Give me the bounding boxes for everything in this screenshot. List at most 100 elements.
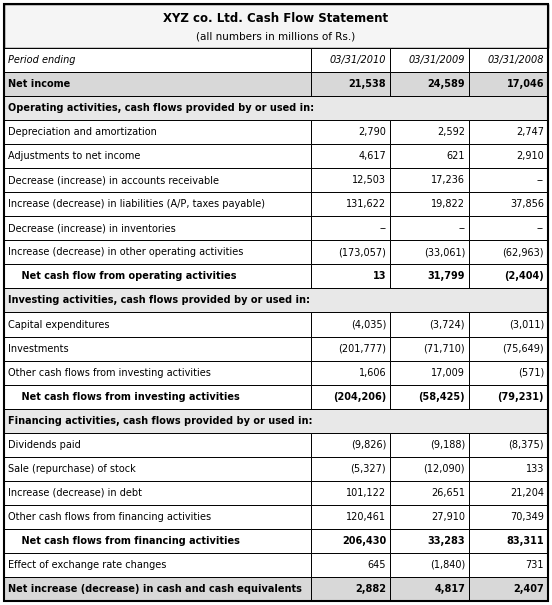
Text: 2,910: 2,910 — [516, 151, 544, 161]
Bar — [4, 120, 311, 144]
Bar — [311, 361, 390, 385]
Text: (3,011): (3,011) — [509, 319, 544, 330]
Bar — [390, 553, 469, 577]
Bar — [4, 457, 311, 481]
Bar — [390, 457, 469, 481]
Text: --: -- — [379, 223, 386, 234]
Text: (3,724): (3,724) — [429, 319, 465, 330]
Bar — [311, 553, 390, 577]
Text: 101,122: 101,122 — [346, 488, 386, 498]
Text: (9,188): (9,188) — [430, 440, 465, 450]
Text: 120,461: 120,461 — [346, 512, 386, 522]
Text: 21,538: 21,538 — [349, 79, 386, 89]
Text: 131,622: 131,622 — [346, 199, 386, 209]
Bar — [390, 577, 469, 601]
Bar — [4, 408, 548, 433]
Bar — [390, 505, 469, 529]
Bar — [311, 433, 390, 457]
Text: Dividends paid: Dividends paid — [8, 440, 81, 450]
Bar — [311, 312, 390, 336]
Text: Decrease (increase) in inventories: Decrease (increase) in inventories — [8, 223, 176, 234]
Bar — [469, 385, 548, 408]
Bar — [390, 312, 469, 336]
Bar — [4, 385, 311, 408]
Bar — [311, 385, 390, 408]
Bar — [4, 217, 311, 240]
Bar — [311, 505, 390, 529]
Bar — [469, 577, 548, 601]
Bar — [390, 192, 469, 217]
Bar — [311, 192, 390, 217]
Text: 12,503: 12,503 — [352, 175, 386, 185]
Bar — [311, 240, 390, 264]
Text: Increase (decrease) in liabilities (A/P, taxes payable): Increase (decrease) in liabilities (A/P,… — [8, 199, 265, 209]
Text: Financing activities, cash flows provided by or used in:: Financing activities, cash flows provide… — [8, 416, 312, 426]
Text: 621: 621 — [447, 151, 465, 161]
Text: 31,799: 31,799 — [428, 272, 465, 281]
Bar — [311, 577, 390, 601]
Text: (all numbers in millions of Rs.): (all numbers in millions of Rs.) — [197, 31, 355, 41]
Bar — [390, 72, 469, 96]
Bar — [469, 481, 548, 505]
Bar — [469, 336, 548, 361]
Text: XYZ co. Ltd. Cash Flow Statement: XYZ co. Ltd. Cash Flow Statement — [163, 12, 389, 25]
Bar — [4, 529, 311, 553]
Bar — [311, 48, 390, 72]
Bar — [4, 361, 311, 385]
Text: Investing activities, cash flows provided by or used in:: Investing activities, cash flows provide… — [8, 295, 310, 306]
Text: 27,910: 27,910 — [431, 512, 465, 522]
Text: Other cash flows from financing activities: Other cash flows from financing activiti… — [8, 512, 211, 522]
Bar — [469, 264, 548, 289]
Text: 17,236: 17,236 — [431, 175, 465, 185]
Text: (1,840): (1,840) — [430, 560, 465, 570]
Text: 19,822: 19,822 — [431, 199, 465, 209]
Bar — [390, 481, 469, 505]
Bar — [469, 433, 548, 457]
Text: 4,817: 4,817 — [434, 584, 465, 594]
Bar — [469, 361, 548, 385]
Text: Other cash flows from investing activities: Other cash flows from investing activiti… — [8, 368, 211, 378]
Text: 21,204: 21,204 — [510, 488, 544, 498]
Bar — [390, 240, 469, 264]
Bar — [469, 217, 548, 240]
Bar — [311, 144, 390, 168]
Text: 17,046: 17,046 — [507, 79, 544, 89]
Text: (4,035): (4,035) — [351, 319, 386, 330]
Text: (5,327): (5,327) — [351, 464, 386, 474]
Bar — [4, 336, 311, 361]
Text: (201,777): (201,777) — [338, 344, 386, 353]
Text: Net increase (decrease) in cash and cash equivalents: Net increase (decrease) in cash and cash… — [8, 584, 302, 594]
Bar — [390, 433, 469, 457]
Text: --: -- — [537, 175, 544, 185]
Text: Net cash flows from financing activities: Net cash flows from financing activities — [8, 536, 240, 546]
Bar — [390, 336, 469, 361]
Text: 83,311: 83,311 — [506, 536, 544, 546]
Text: Effect of exchange rate changes: Effect of exchange rate changes — [8, 560, 166, 570]
Text: 26,651: 26,651 — [431, 488, 465, 498]
Text: 206,430: 206,430 — [342, 536, 386, 546]
Text: Net cash flows from investing activities: Net cash flows from investing activities — [8, 391, 240, 402]
Bar — [469, 457, 548, 481]
Bar — [311, 168, 390, 192]
Bar — [4, 4, 548, 48]
Text: 2,790: 2,790 — [358, 127, 386, 137]
Bar — [390, 144, 469, 168]
Bar — [4, 48, 311, 72]
Text: 37,856: 37,856 — [510, 199, 544, 209]
Bar — [311, 336, 390, 361]
Text: 645: 645 — [368, 560, 386, 570]
Text: 03/31/2010: 03/31/2010 — [330, 55, 386, 65]
Text: --: -- — [458, 223, 465, 234]
Text: Adjustments to net income: Adjustments to net income — [8, 151, 140, 161]
Bar — [4, 312, 311, 336]
Text: 24,589: 24,589 — [427, 79, 465, 89]
Bar — [390, 168, 469, 192]
Text: (173,057): (173,057) — [338, 247, 386, 257]
Bar — [390, 361, 469, 385]
Bar — [4, 72, 311, 96]
Bar — [4, 553, 311, 577]
Text: Capital expenditures: Capital expenditures — [8, 319, 109, 330]
Text: --: -- — [537, 223, 544, 234]
Text: 03/31/2009: 03/31/2009 — [408, 55, 465, 65]
Bar — [4, 577, 311, 601]
